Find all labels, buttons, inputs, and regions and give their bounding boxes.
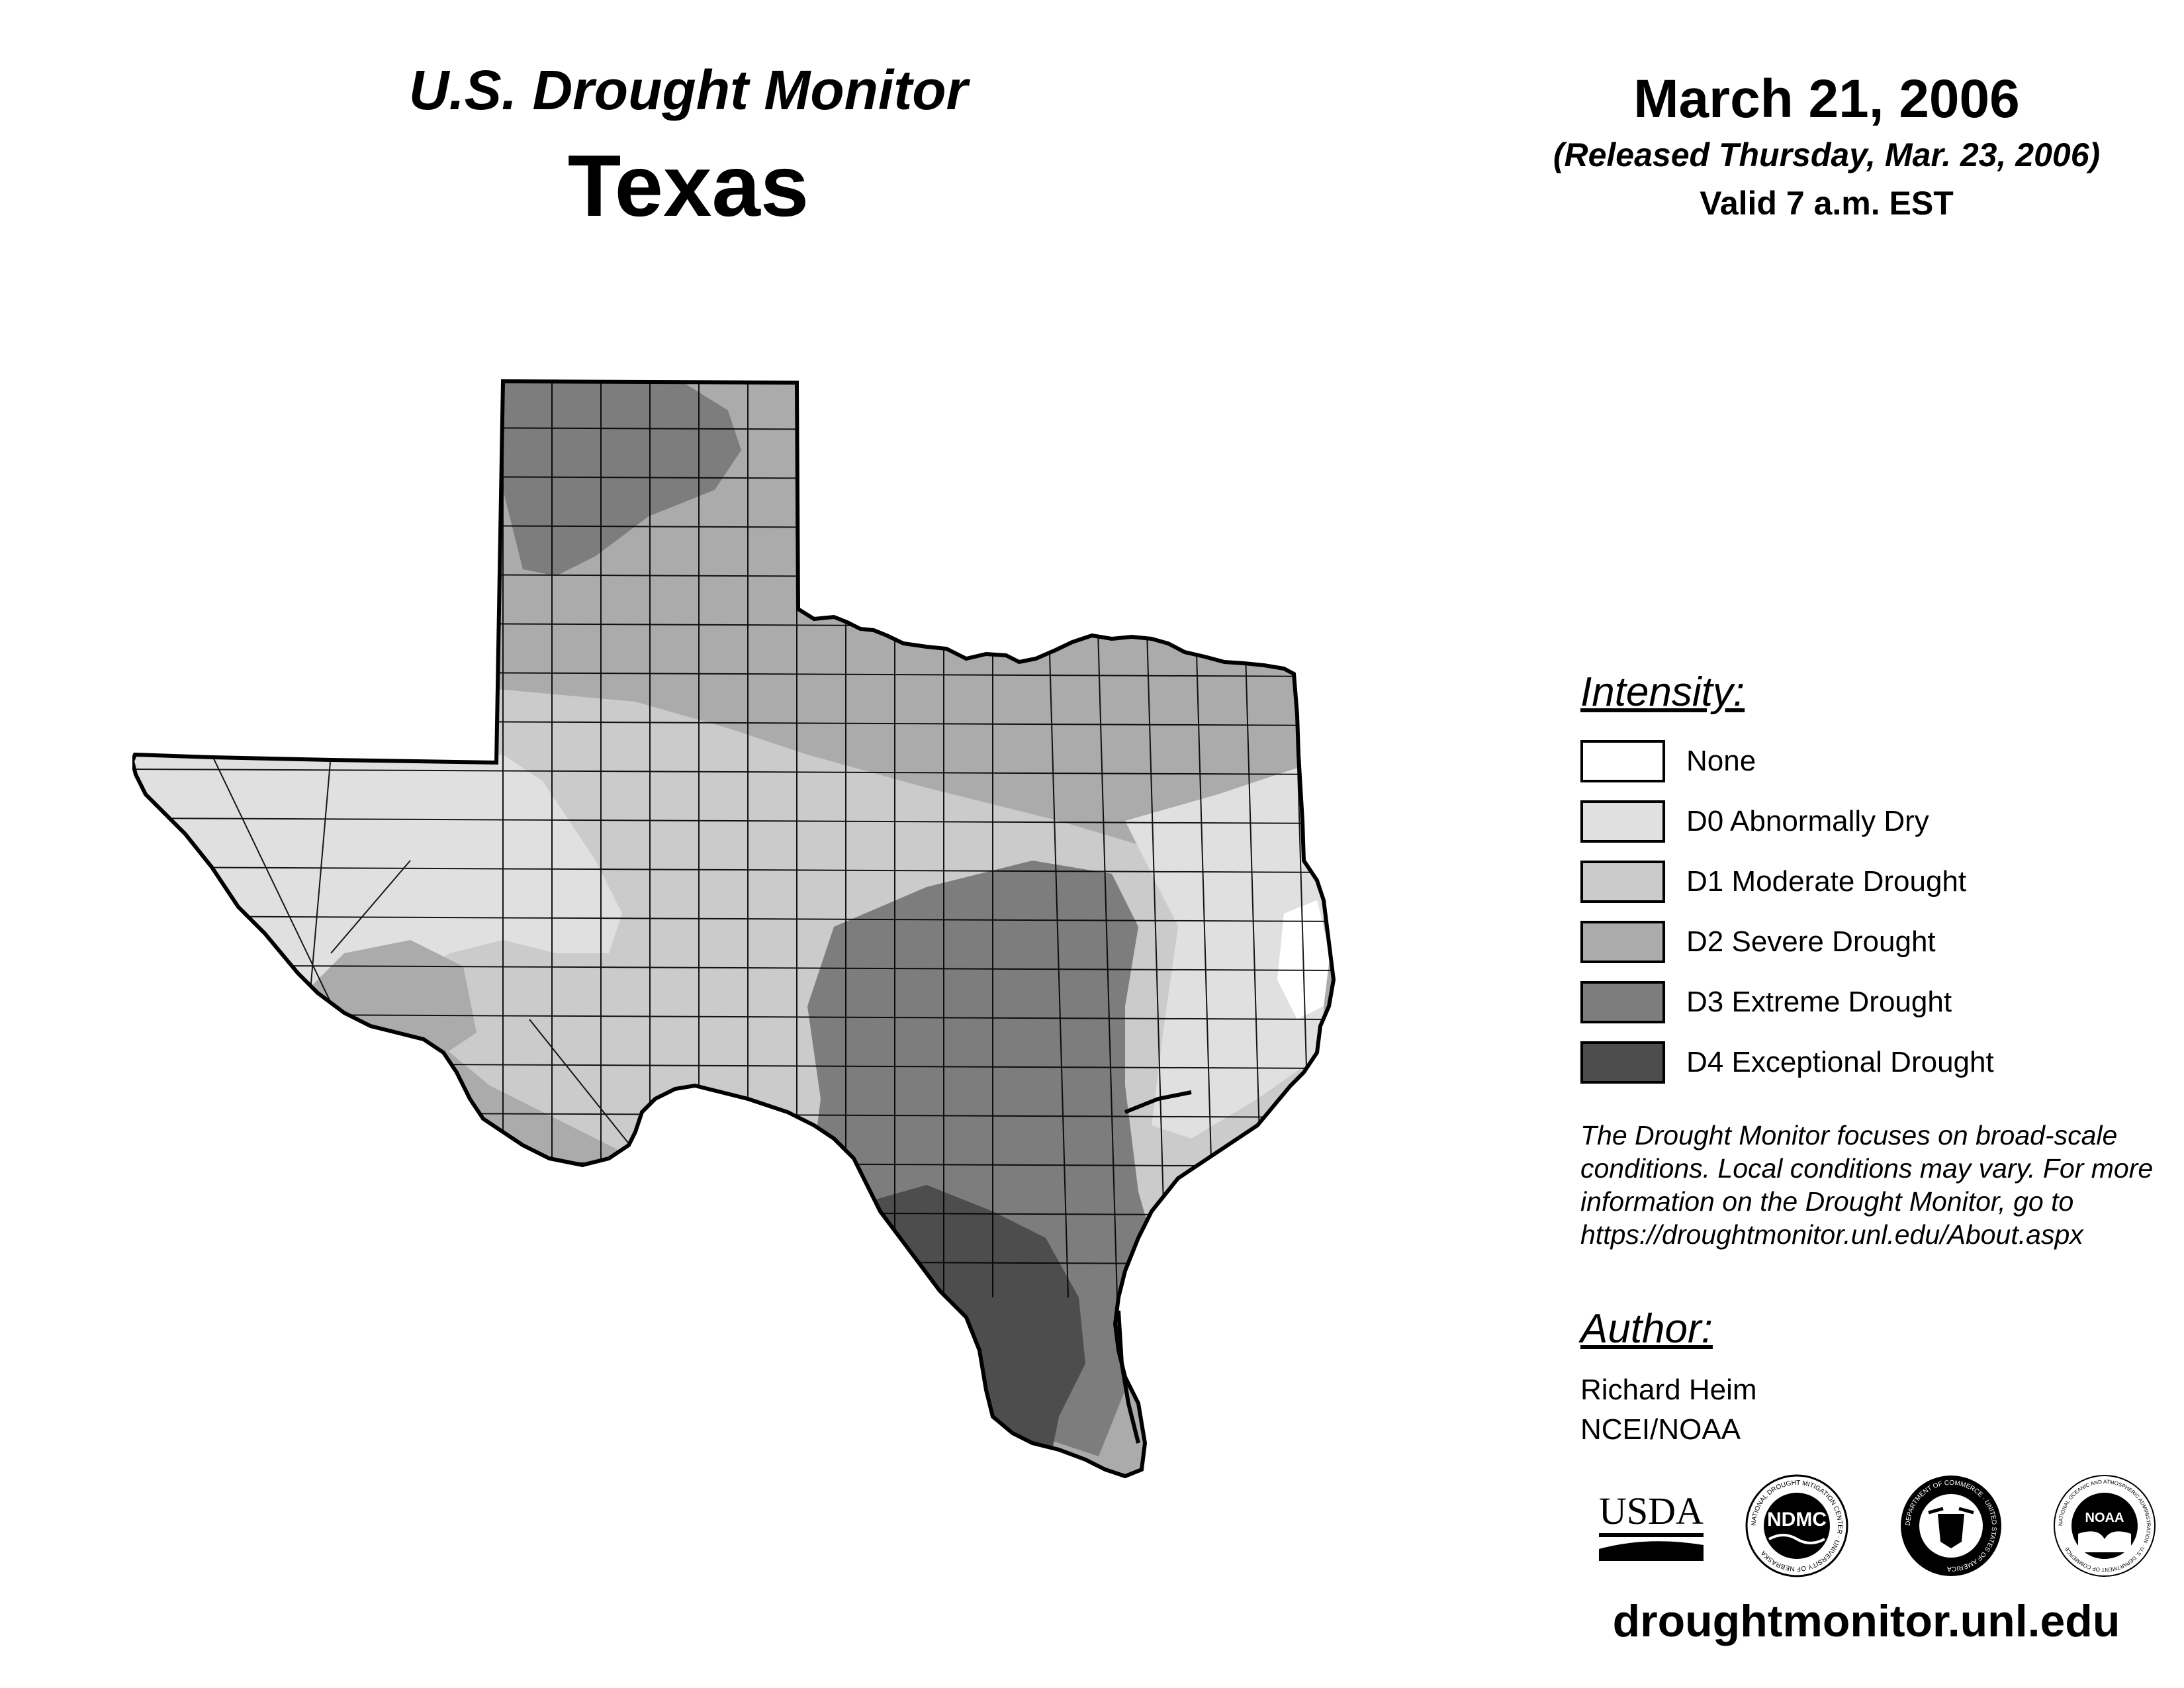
county-boundary [860, 1350, 993, 1476]
disclaimer-text: The Drought Monitor focuses on broad-sca… [1580, 1120, 2154, 1250]
legend-item-none: None [1580, 738, 2150, 784]
county-boundary [132, 769, 1334, 775]
texas-drought-map [132, 357, 1449, 1615]
ndmc-logo: NATIONAL DROUGHT MITIGATION CENTER · UNI… [1745, 1474, 1848, 1577]
legend-label: D3 Extreme Drought [1686, 986, 1952, 1018]
legend-label: D1 Moderate Drought [1686, 865, 1967, 898]
legend-swatch [1580, 921, 1665, 963]
county-boundary [132, 1258, 1334, 1265]
legend-label: None [1686, 745, 1756, 777]
noaa-logo: NATIONAL OCEANIC AND ATMOSPHERIC ADMINIS… [2054, 1475, 2156, 1577]
legend-swatch [1580, 800, 1665, 843]
legend-swatch [1580, 981, 1665, 1023]
legend-label: D4 Exceptional Drought [1686, 1046, 1994, 1078]
website-link[interactable]: droughtmonitor.unl.edu [1612, 1596, 2120, 1646]
release-date: (Released Thursday, Mar. 23, 2006) [1553, 136, 2101, 173]
legend-item-d4: D4 Exceptional Drought [1580, 1039, 2150, 1086]
svg-text:NDMC: NDMC [1767, 1509, 1827, 1530]
legend-swatch [1580, 740, 1665, 782]
county-boundary [132, 1209, 1334, 1216]
county-boundary [330, 860, 411, 954]
usda-logo: USDA [1599, 1489, 1704, 1561]
legend-swatch [1580, 1041, 1665, 1084]
legend-item-d1: D1 Moderate Drought [1580, 859, 2150, 905]
legend-label: D2 Severe Drought [1686, 925, 1936, 958]
product-title: U.S. Drought Monitor [408, 59, 968, 121]
author-name: Richard Heim [1580, 1374, 1757, 1406]
legend-swatch [1580, 861, 1665, 903]
svg-text:NOAA: NOAA [2085, 1511, 2124, 1525]
county-boundary [132, 915, 1334, 922]
author-heading: Author: [1580, 1306, 1713, 1352]
county-boundary [132, 867, 1334, 873]
author-org: NCEI/NOAA [1580, 1413, 1741, 1446]
svg-text:USDA: USDA [1599, 1489, 1704, 1532]
legend-item-d0: D0 Abnormally Dry [1580, 798, 2150, 845]
region-title: Texas [567, 137, 809, 234]
county-boundary [132, 964, 1334, 971]
map-date: March 21, 2006 [1633, 69, 2020, 129]
legend-item-d3: D3 Extreme Drought [1580, 979, 2150, 1025]
valid-time: Valid 7 a.m. EST [1700, 185, 1954, 222]
legend-label: D0 Abnormally Dry [1686, 805, 1929, 837]
county-boundary [132, 818, 1334, 824]
county-boundary [529, 1019, 636, 1152]
legend-item-d2: D2 Severe Drought [1580, 919, 2150, 965]
commerce-seal: DEPARTMENT OF COMMERCE · UNITED STATES O… [1901, 1476, 2001, 1576]
legend-title: Intensity: [1580, 669, 1745, 715]
